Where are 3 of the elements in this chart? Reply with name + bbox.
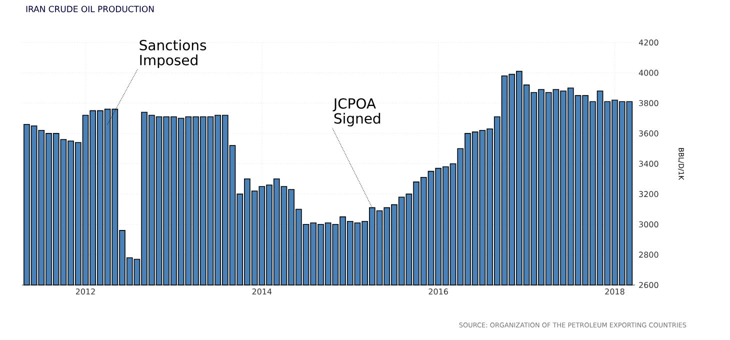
annotation: JCPOA Signed <box>332 98 380 126</box>
annotation: Sanctions Imposed <box>140 40 206 68</box>
chart-title: IRAN CRUDE OIL PRODUCTION <box>26 6 154 12</box>
